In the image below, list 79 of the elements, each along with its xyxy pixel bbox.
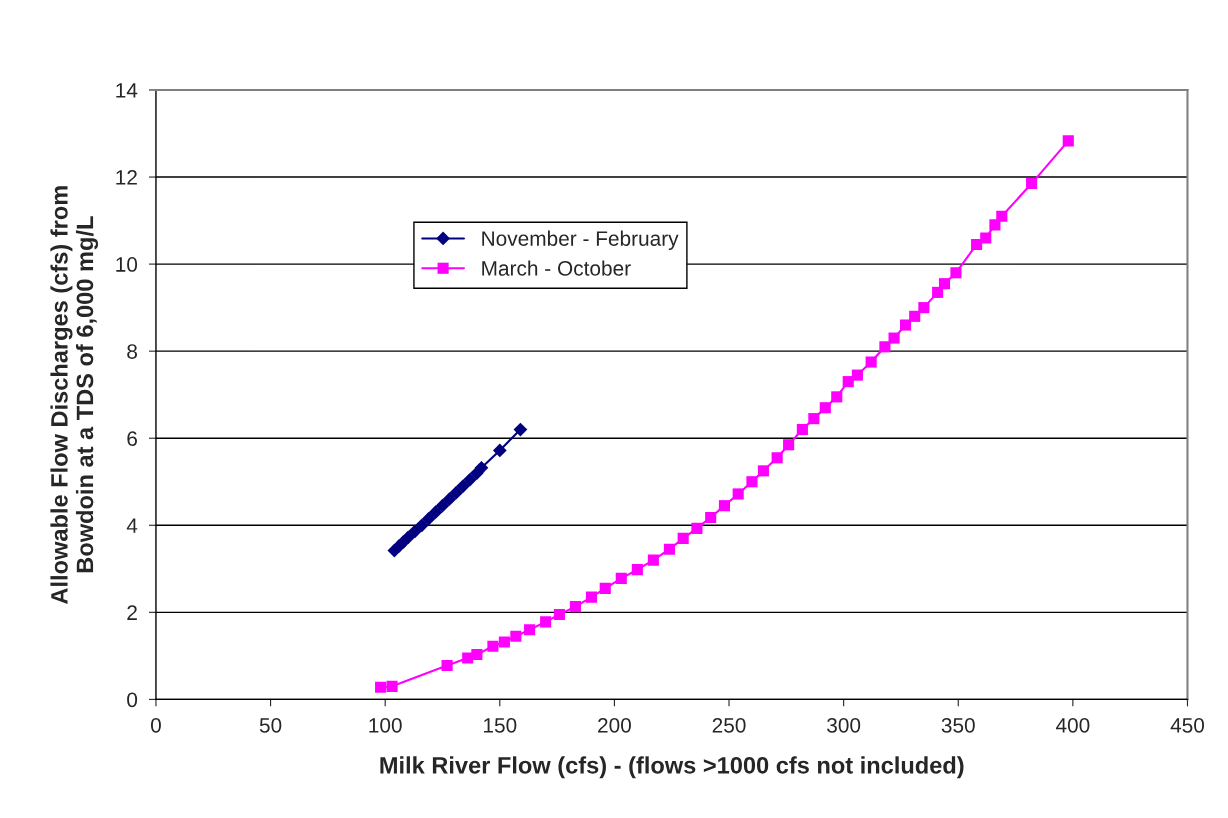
point — [691, 522, 703, 534]
y-tick-label: 14 — [116, 83, 138, 98]
point — [1062, 135, 1074, 147]
point — [705, 511, 717, 523]
point — [401, 530, 415, 545]
point — [442, 492, 457, 507]
y-tick-label: 10 — [116, 257, 138, 272]
point — [677, 532, 689, 544]
point — [647, 554, 659, 566]
y-tick-label: 12 — [116, 170, 137, 185]
point — [487, 640, 499, 652]
point — [585, 591, 598, 603]
point — [414, 518, 429, 533]
point — [631, 564, 643, 576]
point — [663, 543, 675, 555]
x-tick-label: 400 — [1055, 718, 1090, 733]
point — [463, 472, 477, 487]
point — [899, 319, 912, 331]
point — [819, 402, 831, 414]
x-tick-label: 50 — [259, 718, 282, 733]
x-tick-label: 150 — [484, 718, 517, 733]
point — [540, 616, 552, 628]
point — [950, 267, 962, 279]
point — [441, 659, 453, 671]
point — [569, 601, 581, 613]
point — [932, 286, 944, 298]
y-tick-label: 8 — [127, 344, 137, 359]
point — [996, 210, 1008, 222]
legend-label: March - October — [482, 260, 631, 276]
point — [757, 465, 769, 477]
point — [746, 476, 758, 488]
point — [449, 485, 464, 500]
point — [524, 624, 536, 636]
x-tick-label: 300 — [827, 718, 861, 733]
point — [842, 376, 854, 388]
point — [510, 630, 522, 642]
point — [796, 423, 808, 436]
x-tick-label: 0 — [150, 718, 161, 733]
y-tick-label: 4 — [126, 518, 138, 533]
point — [375, 681, 387, 693]
y-tick-label: 2 — [127, 605, 137, 620]
point — [831, 391, 843, 403]
point — [879, 341, 891, 353]
point — [971, 238, 983, 251]
point — [918, 302, 930, 314]
point — [938, 278, 951, 290]
y-tick-label: 0 — [127, 692, 138, 708]
point — [783, 439, 795, 451]
x-tick-label: 250 — [712, 718, 746, 733]
point — [435, 498, 450, 513]
x-axis-title: Milk River Flow (cfs) - (flows >1000 cfs not included) — [380, 756, 964, 779]
point — [474, 460, 489, 475]
point — [980, 232, 992, 244]
x-tick-label: 200 — [598, 718, 631, 733]
legend-label: November - February — [482, 230, 679, 251]
point — [492, 443, 507, 458]
point — [408, 524, 422, 539]
y-axis-title: Allowable Flow Discharges (cfs) from Bowdoin at a TDS of 6,000 mg/L — [50, 186, 99, 604]
point — [599, 582, 611, 594]
point — [718, 500, 730, 512]
point — [732, 488, 744, 500]
point — [471, 649, 483, 661]
point — [421, 511, 436, 526]
point — [386, 680, 398, 692]
point — [888, 332, 900, 344]
point — [909, 310, 921, 322]
y-tick-label: 6 — [127, 431, 137, 446]
point — [456, 479, 470, 493]
point — [771, 452, 783, 464]
point — [808, 413, 820, 425]
point — [851, 369, 863, 381]
point — [865, 356, 877, 368]
point — [553, 608, 565, 621]
point — [498, 636, 510, 648]
x-tick-label: 450 — [1170, 718, 1205, 733]
x-tick-label: 350 — [941, 718, 975, 733]
x-tick-label: 100 — [369, 718, 402, 733]
point — [1026, 178, 1038, 190]
point — [615, 572, 627, 584]
